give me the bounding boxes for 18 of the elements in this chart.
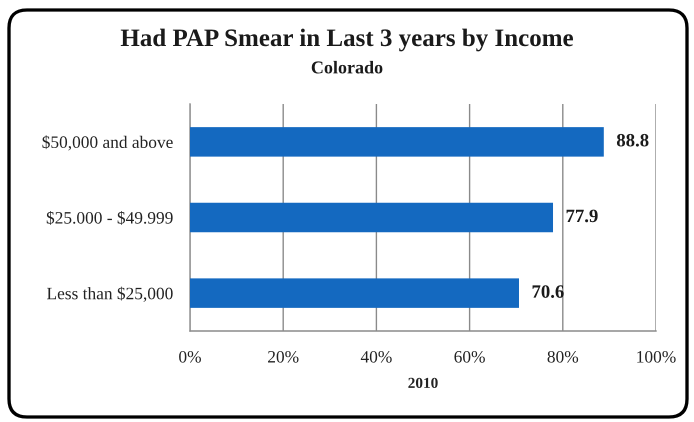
- chart-title: Had PAP Smear in Last 3 years by Income: [120, 28, 573, 52]
- y-tick-label: $50,000 and above: [42, 135, 173, 151]
- x-tick-label: 60%: [454, 350, 485, 363]
- bar: [190, 202, 554, 232]
- bar: [190, 127, 604, 157]
- chart-subtitle: Colorado: [312, 60, 382, 74]
- x-tick-label: 100%: [637, 350, 676, 363]
- x-tick-label: 20%: [268, 350, 299, 363]
- data-label: 88.8: [616, 134, 648, 147]
- data-label: 70.6: [532, 285, 564, 298]
- x-tick-label: 0%: [179, 350, 201, 363]
- y-tick-label: Less than $25,000: [47, 286, 173, 302]
- y-tick-label: $25.000 - $49.999: [46, 210, 173, 225]
- x-tick-label: 80%: [548, 350, 578, 363]
- data-label: 77.9: [566, 210, 598, 222]
- x-axis-title: 2010: [408, 378, 438, 388]
- bar: [190, 278, 519, 308]
- x-tick-label: 40%: [360, 350, 392, 363]
